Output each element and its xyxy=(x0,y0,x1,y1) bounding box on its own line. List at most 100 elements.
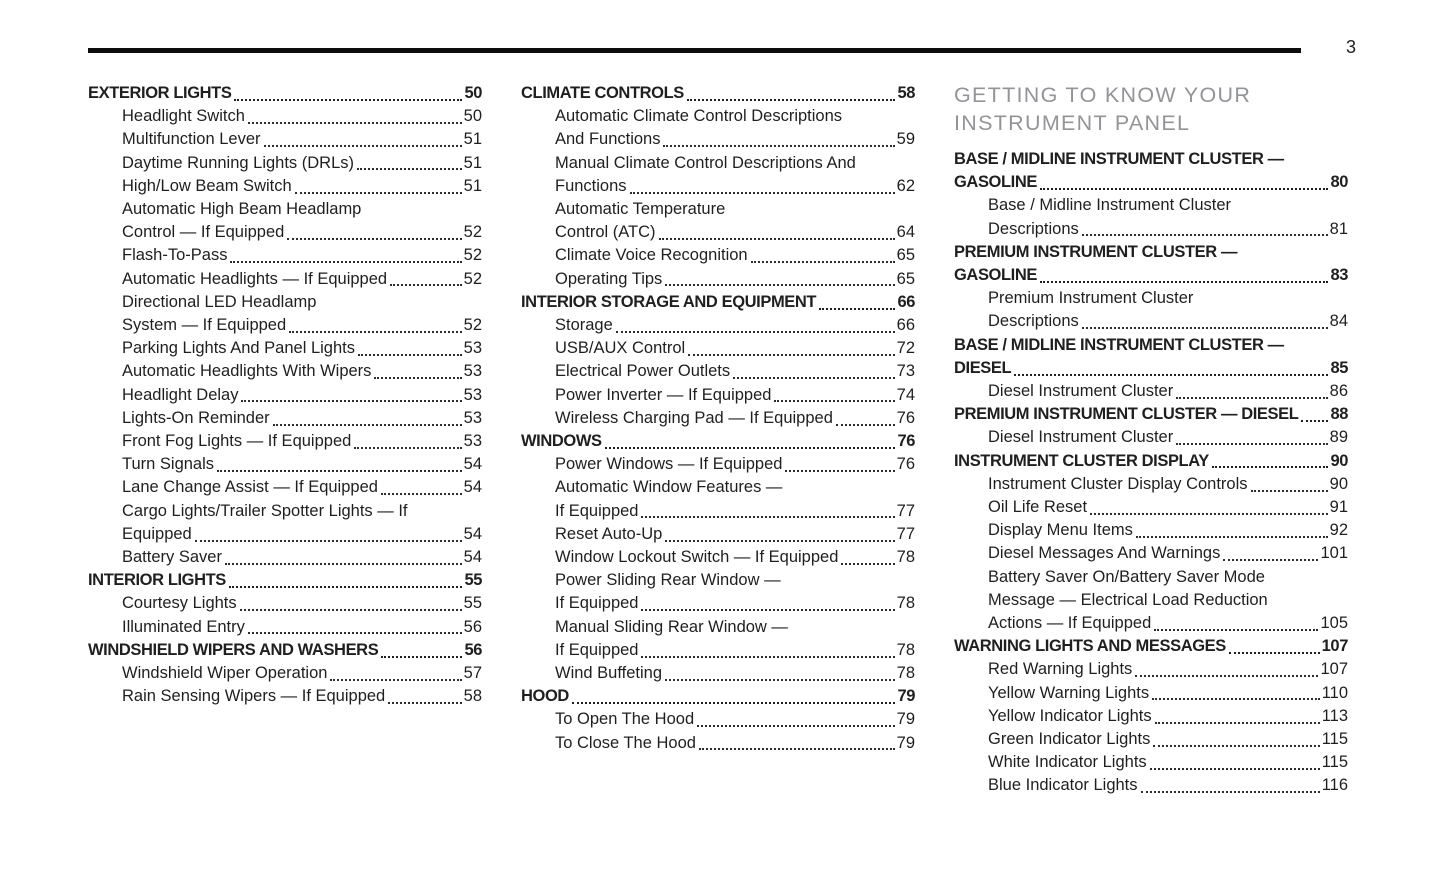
toc-page-number: 50 xyxy=(463,107,482,126)
toc-entry-row: Wind Buffeting 78 xyxy=(555,662,915,685)
toc-entry-row: Storage 66 xyxy=(555,314,915,337)
toc-entry-row: White Indicator Lights 115 xyxy=(988,751,1348,774)
toc-page-number: 65 xyxy=(896,269,915,288)
toc-entry-row: Functions 62 xyxy=(555,175,915,198)
toc-section-warning-lights-and-messages: WARNING LIGHTS AND MESSAGES 107 xyxy=(954,635,1348,658)
toc-section-windshield-wipers-and-washers: WINDSHIELD WIPERS AND WASHERS 56 xyxy=(88,639,482,662)
dot-leader xyxy=(1090,512,1328,515)
dot-leader xyxy=(1176,396,1328,399)
toc-entry-label: Yellow Indicator Lights xyxy=(988,706,1152,725)
toc-entry-row: Automatic Headlights With Wipers 53 xyxy=(122,360,482,383)
toc-page-number: 51 xyxy=(463,130,482,149)
toc-section-interior-storage-and-equipment: INTERIOR STORAGE AND EQUIPMENT 66 xyxy=(521,291,915,314)
toc-entry-row: Descriptions 84 xyxy=(988,310,1348,333)
toc-section-base-midline-instrument-cluster: BASE / MIDLINE INSTRUMENT CLUSTER — DIESE… xyxy=(954,334,1348,380)
toc-section-premium-instrument-cluster-diesel-row: PREMIUM INSTRUMENT CLUSTER — DIESEL 88 xyxy=(954,403,1348,426)
toc-page-number: 53 xyxy=(463,385,482,404)
dot-leader xyxy=(294,191,462,194)
toc-entry: Automatic Window Features — If Equipped 77 xyxy=(521,476,915,522)
toc-column-3: GETTING TO KNOW YOUR INSTRUMENT PANEL BA… xyxy=(954,82,1348,798)
toc-entry-row: To Close The Hood 79 xyxy=(555,732,915,755)
page-number: 3 xyxy=(1345,37,1356,57)
dot-leader xyxy=(663,145,895,148)
toc-entry: Base / Midline Instrument Cluster Descrip… xyxy=(954,194,1348,240)
toc-entry: Flash-To-Pass 52 xyxy=(88,244,482,267)
toc-section-warning-lights-and-messages-label: WARNING LIGHTS AND MESSAGES xyxy=(954,637,1226,656)
toc-entry: Power Inverter — If Equipped 74 xyxy=(521,384,915,407)
toc-entry-line: Manual Climate Control Descriptions And xyxy=(555,153,856,172)
toc-entry-row: Wireless Charging Pad — If Equipped 76 xyxy=(555,407,915,430)
toc-section-interior-lights-label: INTERIOR LIGHTS xyxy=(88,571,226,590)
toc-page-number: 78 xyxy=(896,640,915,659)
toc-section-base-midline-instrument-cluster-row: DIESEL 85 xyxy=(954,357,1348,380)
toc-entry-row: Power Windows — If Equipped 76 xyxy=(555,453,915,476)
toc-section-windshield-wipers-and-washers-label: WINDSHIELD WIPERS AND WASHERS xyxy=(88,640,379,659)
toc-entry-label: Battery Saver xyxy=(122,548,222,567)
toc-entry: Operating Tips 65 xyxy=(521,268,915,291)
toc-page-number: 90 xyxy=(1330,451,1348,470)
dot-leader xyxy=(665,284,895,287)
toc-section-base-midline-instrument-cluster-row: GASOLINE 80 xyxy=(954,171,1348,194)
toc-entry-label: Descriptions xyxy=(988,312,1079,331)
toc-entry-label: Courtesy Lights xyxy=(122,594,237,613)
toc-page-number: 73 xyxy=(896,362,915,381)
dot-leader xyxy=(1176,443,1328,446)
toc-page-number: 86 xyxy=(1329,382,1348,401)
toc-entry-row: Headlight Delay 53 xyxy=(122,384,482,407)
toc-entry: Automatic High Beam Headlamp Control — If… xyxy=(88,198,482,244)
toc-page-number: 113 xyxy=(1321,706,1348,725)
toc-entry-row: Descriptions 81 xyxy=(988,218,1348,241)
dot-leader xyxy=(1154,721,1320,724)
dot-leader xyxy=(750,261,895,264)
toc-section-windows-label: WINDOWS xyxy=(521,432,602,451)
toc-page-number: 107 xyxy=(1320,660,1348,679)
toc-entry-label: Diesel Messages And Warnings xyxy=(988,544,1221,563)
toc-page-number: 65 xyxy=(896,246,915,265)
toc-entry-line: Cargo Lights/Trailer Spotter Lights — If xyxy=(122,501,408,520)
toc-entry-label: Electrical Power Outlets xyxy=(555,362,731,381)
toc-entry-label: If Equipped xyxy=(555,501,639,520)
toc-page-number: 56 xyxy=(464,640,482,659)
dot-leader xyxy=(272,423,462,426)
toc-entry: Courtesy Lights 55 xyxy=(88,592,482,615)
toc-page-number: 107 xyxy=(1321,637,1349,656)
toc-section-premium-instrument-cluster-label: GASOLINE xyxy=(954,266,1037,285)
toc-entry-row: If Equipped 78 xyxy=(555,592,915,615)
toc-entry-label: Automatic Headlights With Wipers xyxy=(122,362,372,381)
dot-leader xyxy=(194,539,462,542)
dot-leader xyxy=(358,353,462,356)
toc-entry-row: Courtesy Lights 55 xyxy=(122,592,482,615)
toc-entry: Front Fog Lights — If Equipped 53 xyxy=(88,430,482,453)
toc-entry-line: Power Sliding Rear Window — xyxy=(555,571,781,590)
toc-entry-label: Turn Signals xyxy=(122,455,215,474)
toc-page-number: 55 xyxy=(463,594,482,613)
dot-leader xyxy=(665,678,895,681)
toc-page-number: 64 xyxy=(896,223,915,242)
toc-entry-label: Reset Auto-Up xyxy=(555,524,663,543)
toc-entry: Diesel Instrument Cluster 89 xyxy=(954,426,1348,449)
toc-entry: Yellow Warning Lights 110 xyxy=(954,682,1348,705)
dot-leader xyxy=(697,725,895,728)
toc-page-number: 54 xyxy=(463,455,482,474)
toc-entry-line: Automatic Temperature xyxy=(555,200,726,219)
toc-entry-label: Window Lockout Switch — If Equipped xyxy=(555,548,839,567)
toc-page-number: 54 xyxy=(463,478,482,497)
toc-entry: Diesel Messages And Warnings 101 xyxy=(954,542,1348,565)
toc-page-number: 116 xyxy=(1321,776,1348,795)
toc-entry-label: Storage xyxy=(555,316,613,335)
toc-entry-row: If Equipped 77 xyxy=(555,500,915,523)
toc-entry-row: To Open The Hood 79 xyxy=(555,708,915,731)
toc-entry-row: System — If Equipped 52 xyxy=(122,314,482,337)
toc-page-number: 85 xyxy=(1330,358,1348,377)
dot-leader xyxy=(1081,234,1328,237)
toc-page-number: 80 xyxy=(1330,173,1348,192)
toc-entry-label: High/Low Beam Switch xyxy=(122,176,292,195)
toc-entry: Window Lockout Switch — If Equipped 78 xyxy=(521,546,915,569)
dot-leader xyxy=(658,237,895,240)
toc-page-number: 59 xyxy=(896,130,915,149)
dot-leader xyxy=(330,678,462,681)
toc-entry-label: Functions xyxy=(555,176,627,195)
toc-entry-row: Illuminated Entry 56 xyxy=(122,616,482,639)
toc-entry-row: Actions — If Equipped 105 xyxy=(988,612,1348,635)
toc-section-base-midline-instrument-cluster-label: GASOLINE xyxy=(954,173,1037,192)
